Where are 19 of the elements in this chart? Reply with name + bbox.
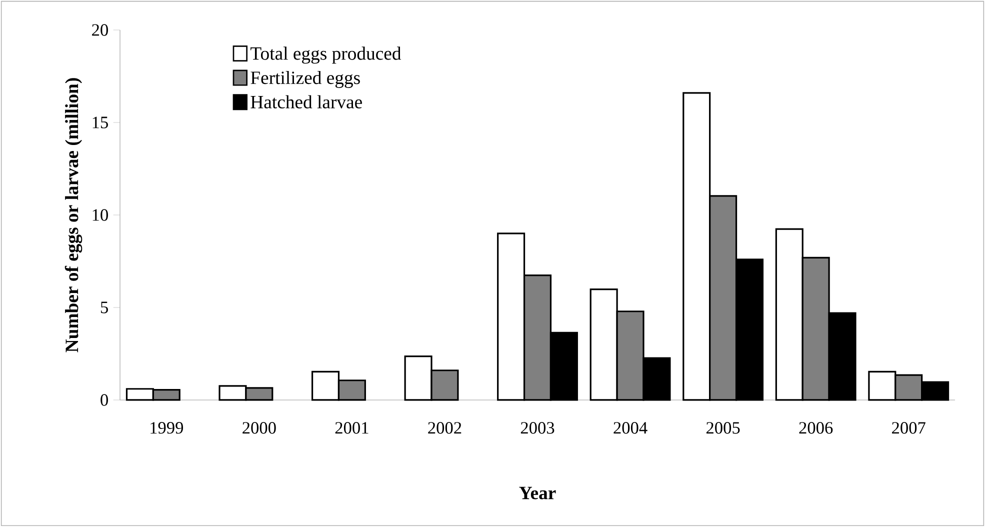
x-tick-label: 2000: [242, 422, 276, 434]
x-tick-label: 2004: [614, 422, 648, 434]
y-tick-label: 20: [92, 24, 108, 36]
y-axis-title: Number of eggs or larvae (million): [64, 78, 82, 352]
y-tick-label: 5: [100, 302, 108, 314]
legend-label: Fertilized eggs: [250, 70, 360, 88]
x-tick-label: 2001: [335, 422, 368, 434]
x-axis-title: Year: [519, 486, 556, 500]
y-tick-label: 15: [92, 116, 108, 128]
x-tick-label: 2002: [428, 422, 462, 434]
x-tick-label: 2005: [706, 422, 740, 434]
y-tick-label: 0: [100, 394, 108, 406]
legend-label: Total eggs produced: [250, 46, 402, 64]
legend-label: Hatched larvae: [250, 95, 362, 108]
y-tick-label: 10: [92, 209, 108, 221]
x-tick-label: 2006: [799, 422, 833, 434]
x-tick-label: 2003: [520, 422, 554, 434]
x-tick-label: 1999: [150, 422, 184, 434]
x-tick-label: 2007: [892, 422, 926, 434]
